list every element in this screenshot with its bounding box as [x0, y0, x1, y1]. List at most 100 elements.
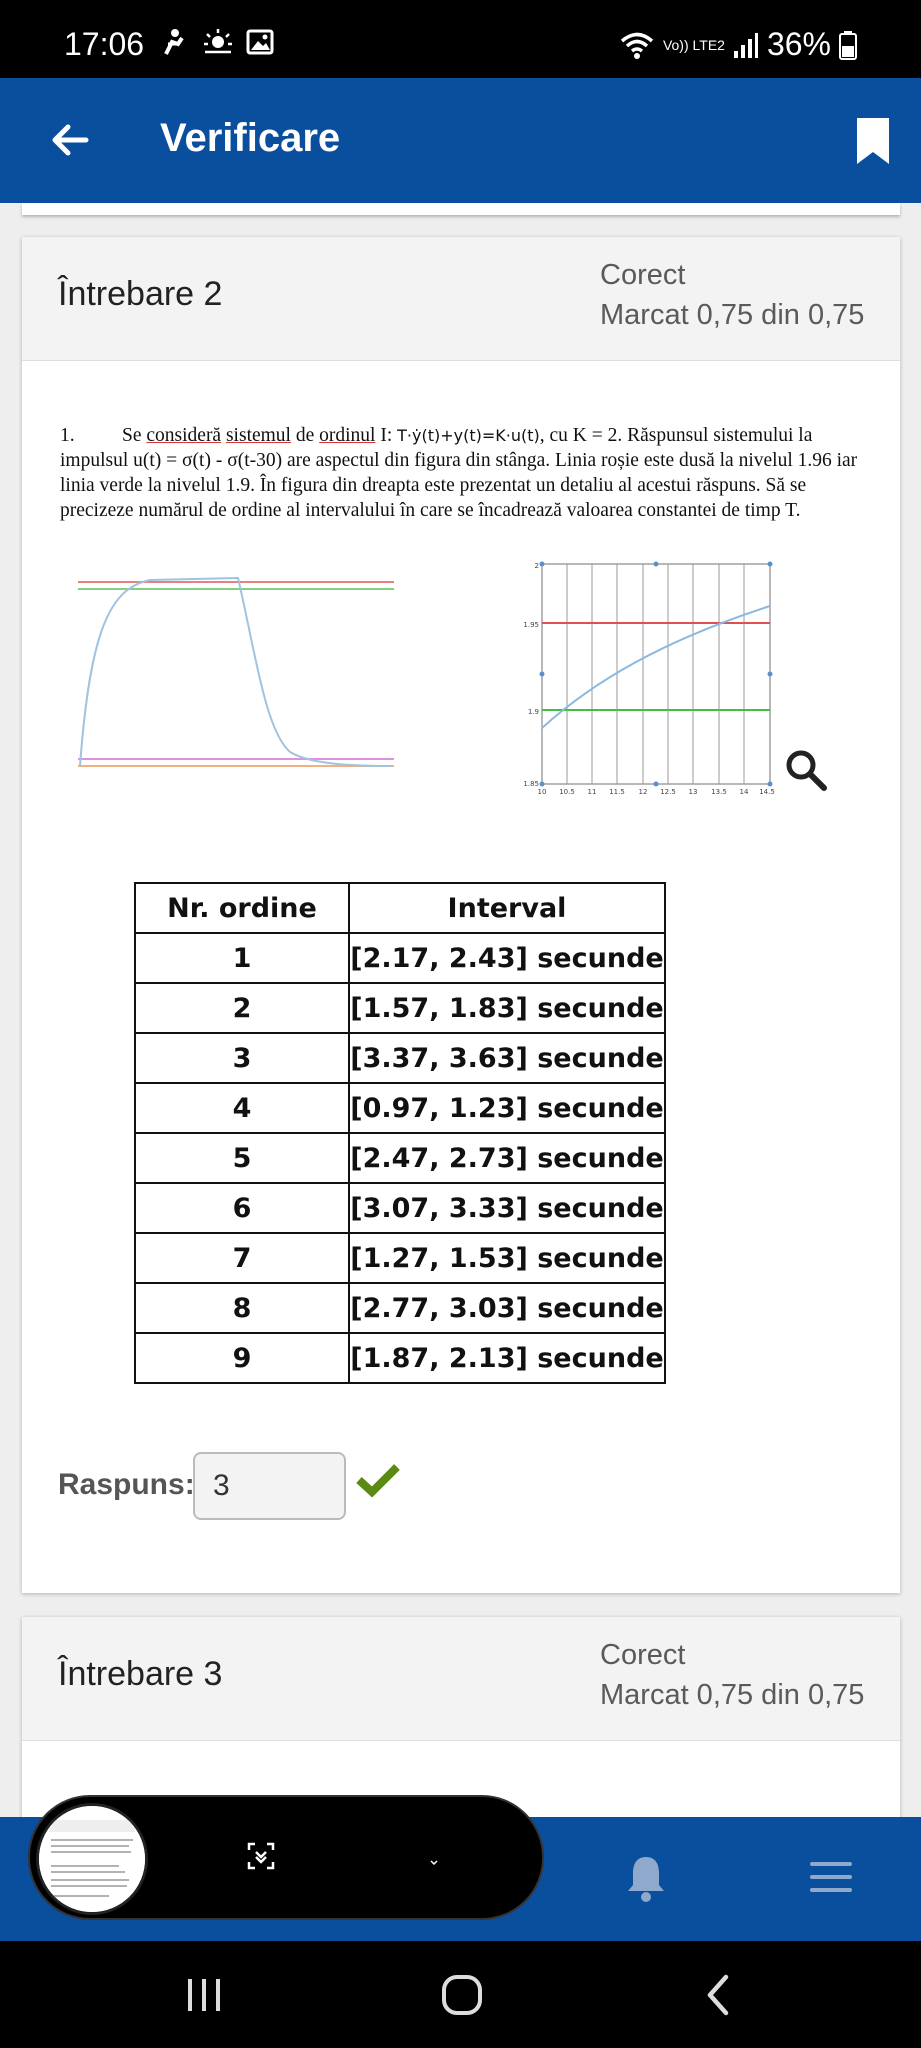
x-tick-label: 14: [740, 788, 749, 796]
zoom-search-icon[interactable]: [782, 746, 830, 794]
question-card: Întrebare 3 Corect Marcat 0,75 din 0,75: [22, 1617, 900, 1837]
mark-label: Marcat 0,75 din 0,75: [600, 1679, 865, 1711]
y-tick-label: 1.95: [523, 621, 539, 629]
status-time: 17:06: [64, 26, 145, 62]
interval-cell: [2.77, 3.03] secunde: [348, 1282, 666, 1334]
question-status: Corect Marcat 0,75 din 0,75: [600, 1635, 864, 1715]
text-segment: Se: [122, 425, 147, 446]
interval-cell: [3.37, 3.63] secunde: [348, 1032, 666, 1084]
signal-icon: [733, 32, 758, 58]
table-row: 9 [1.87, 2.13] secunde: [134, 1332, 666, 1384]
system-navigation: [0, 1941, 921, 2048]
text-segment: consideră: [146, 425, 222, 446]
question-header: Întrebare 2 Corect Marcat 0,75 din 0,75: [22, 237, 900, 361]
question-title: Întrebare 2: [58, 275, 223, 313]
question-number: 1.: [60, 425, 75, 446]
scroll-capture-icon[interactable]: [246, 1841, 276, 1871]
x-tick-label: 13.5: [711, 788, 727, 796]
hamburger-menu-icon[interactable]: [808, 1859, 854, 1895]
column-header: Interval: [348, 882, 666, 934]
interval-cell: [2.17, 2.43] secunde: [348, 932, 666, 984]
x-tick-label: 11: [588, 788, 597, 796]
back-arrow-icon[interactable]: [46, 116, 94, 164]
detail-graph: 2 1.95 1.9 1.85 10 10.5 11 11.5 12 12.5 …: [523, 561, 775, 796]
order-number-cell: 1: [134, 932, 350, 984]
order-number-cell: 5: [134, 1132, 350, 1184]
question-header: Întrebare 3 Corect Marcat 0,75 din 0,75: [22, 1617, 900, 1741]
interval-cell: [3.07, 3.33] secunde: [348, 1182, 666, 1234]
wifi-icon: [620, 32, 654, 59]
x-tick-label: 14.5: [759, 788, 775, 796]
equation: T·ẏ(t)+y(t)=K·u(t): [397, 426, 540, 445]
table-row: 4 [0.97, 1.23] secunde: [134, 1082, 666, 1134]
gallery-icon: [246, 28, 276, 56]
app-bar: Verificare: [0, 78, 921, 203]
status-right: Vo)) LTE2 36%: [619, 26, 857, 63]
x-tick-label: 12.5: [660, 788, 676, 796]
back-icon[interactable]: [696, 1971, 744, 2019]
notification-icons: [158, 28, 276, 56]
response-curve: [79, 576, 393, 767]
page-title: Verificare: [160, 116, 341, 160]
order-number-cell: 6: [134, 1182, 350, 1234]
table-row: 7 [1.27, 1.53] secunde: [134, 1232, 666, 1284]
recent-apps-icon[interactable]: [180, 1971, 228, 2019]
screenshot-toolbar: [28, 1795, 544, 1920]
order-number-cell: 8: [134, 1282, 350, 1334]
interval-cell: [1.87, 2.13] secunde: [348, 1332, 666, 1384]
table-row: 3 [3.37, 3.63] secunde: [134, 1032, 666, 1084]
y-tick-label: 2: [535, 562, 539, 570]
order-number-cell: 3: [134, 1032, 350, 1084]
previous-card-edge: [22, 203, 900, 215]
mark-label: Marcat 0,75 din 0,75: [600, 299, 865, 331]
battery-percent: 36%: [766, 26, 831, 62]
answer-label: Raspuns:: [58, 1468, 195, 1501]
home-icon[interactable]: [438, 1971, 486, 2019]
overlay-indicator-icon: [430, 1853, 438, 1866]
y-tick-label: 1.85: [523, 780, 539, 788]
interval-cell: [1.57, 1.83] secunde: [348, 982, 666, 1034]
status-bar: 17:06 Vo)) LTE2 36%: [0, 0, 921, 78]
table-row: 6 [3.07, 3.33] secunde: [134, 1182, 666, 1234]
table-row: 2 [1.57, 1.83] secunde: [134, 982, 666, 1034]
x-tick-label: 13: [689, 788, 698, 796]
network-label: Vo)) LTE2: [662, 36, 725, 53]
x-tick-label: 10.5: [559, 788, 575, 796]
order-number-cell: 7: [134, 1232, 350, 1284]
detail-curve: [541, 605, 771, 729]
column-header: Nr. ordine: [134, 882, 350, 934]
battery-icon: [839, 30, 857, 60]
status-label: Corect: [600, 1639, 686, 1671]
intervals-table: Nr. ordine Interval 1 [2.17, 2.43] secund…: [134, 882, 666, 1384]
table-row: 5 [2.47, 2.73] secunde: [134, 1132, 666, 1184]
question-status: Corect Marcat 0,75 din 0,75: [600, 255, 864, 335]
x-tick-label: 11.5: [609, 788, 625, 796]
question-title: Întrebare 3: [58, 1655, 223, 1693]
text-segment: I:: [375, 425, 398, 446]
x-tick-label: 10: [538, 788, 547, 796]
x-tick-label: 12: [639, 788, 648, 796]
text-segment: ordinul: [319, 425, 376, 446]
table-header-row: Nr. ordine Interval: [134, 882, 666, 934]
running-app-icon: [158, 28, 188, 56]
text-segment: , cu K = 2. Răspunsul sistemului la impu…: [60, 425, 858, 521]
correct-check-icon: [356, 1462, 400, 1498]
order-number-cell: 4: [134, 1082, 350, 1134]
interval-cell: [1.27, 1.53] secunde: [348, 1232, 666, 1284]
bell-icon[interactable]: [622, 1853, 670, 1903]
table-row: 1 [2.17, 2.43] secunde: [134, 932, 666, 984]
status-label: Corect: [600, 259, 686, 291]
text-segment: sistemul: [225, 425, 291, 446]
order-number-cell: 2: [134, 982, 350, 1034]
weather-icon: [202, 28, 232, 56]
y-tick-label: 1.9: [528, 708, 539, 716]
interval-cell: [2.47, 2.73] secunde: [348, 1132, 666, 1184]
bookmark-icon[interactable]: [853, 116, 893, 166]
table-row: 8 [2.77, 3.03] secunde: [134, 1282, 666, 1334]
response-graph: [78, 576, 394, 767]
answer-input[interactable]: 3: [193, 1452, 346, 1520]
screenshot-thumbnail[interactable]: [36, 1803, 148, 1915]
text-segment: de: [290, 425, 320, 446]
order-number-cell: 9: [134, 1332, 350, 1384]
interval-cell: [0.97, 1.23] secunde: [348, 1082, 666, 1134]
